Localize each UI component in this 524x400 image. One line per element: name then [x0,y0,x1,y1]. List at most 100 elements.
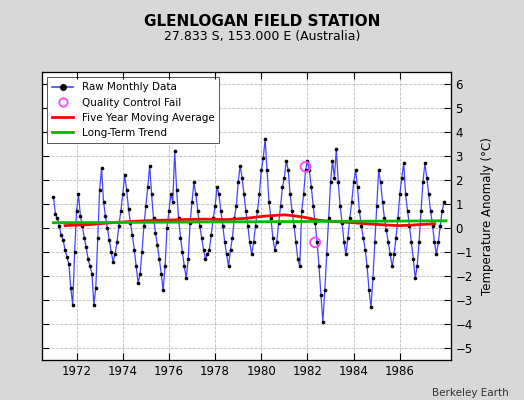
Point [141,203,150,210]
Point [53,215,61,222]
Point [242,208,250,214]
Point [321,287,329,294]
Point [146,162,154,169]
Point [375,167,383,174]
Point [411,275,419,282]
Point [403,208,412,214]
Point [138,249,146,255]
Point [436,222,444,229]
Point [205,246,213,253]
Point [118,191,127,198]
Point [407,239,416,246]
Point [347,198,356,205]
Point [176,234,184,241]
Point [301,167,310,174]
Point [259,155,267,162]
Point [153,242,161,248]
Point [59,237,67,243]
Point [240,191,248,198]
Point [390,251,398,258]
Point [136,270,144,277]
Point [55,222,63,229]
Point [413,263,421,270]
Point [334,179,343,186]
Point [224,263,233,270]
Point [211,203,220,210]
Point [422,174,431,181]
Point [64,261,73,267]
Point [305,167,313,174]
Point [329,158,337,164]
Point [105,237,114,243]
Point [352,167,360,174]
Point [263,167,271,174]
Point [182,275,190,282]
Point [63,254,71,260]
Point [151,230,160,236]
Point [275,220,283,226]
Text: GLENLOGAN FIELD STATION: GLENLOGAN FIELD STATION [144,14,380,29]
Point [236,162,244,169]
Point [95,186,104,193]
Point [78,222,86,229]
Point [109,258,117,265]
Point [284,167,292,174]
Point [363,263,372,270]
Point [161,263,169,270]
Point [299,191,308,198]
Point [405,222,413,229]
Point [219,222,227,229]
Point [303,158,312,164]
Point [167,191,175,198]
Point [80,234,89,241]
Point [311,239,319,246]
Point [344,234,352,241]
Point [319,318,327,325]
Point [76,213,84,219]
Point [326,179,335,186]
Point [215,191,223,198]
Point [361,246,369,253]
Point [163,225,171,231]
Point [430,239,439,246]
Point [88,270,96,277]
Point [72,208,81,214]
Point [155,256,163,262]
Point [86,263,94,270]
Point [97,165,106,171]
Point [172,186,181,193]
Point [342,251,350,258]
Point [57,232,66,238]
Point [419,179,427,186]
Point [288,208,296,214]
Point [193,208,202,214]
Point [238,174,246,181]
Point [417,208,425,214]
Point [124,206,133,212]
Point [74,191,83,198]
Point [399,160,408,166]
Point [230,215,238,222]
Point [92,285,100,291]
Point [178,249,187,255]
Point [346,215,354,222]
Point [398,174,406,181]
Point [332,146,341,152]
Point [330,174,339,181]
Point [126,220,135,226]
Point [257,167,266,174]
Point [199,246,208,253]
Point [188,198,196,205]
Point [170,148,179,154]
Point [307,184,315,190]
Point [198,234,206,241]
Point [357,222,366,229]
Point [373,203,381,210]
Point [401,191,410,198]
Point [226,246,235,253]
Point [144,184,152,190]
Point [252,222,260,229]
Point [369,275,377,282]
Point [424,191,433,198]
Point [324,215,333,222]
